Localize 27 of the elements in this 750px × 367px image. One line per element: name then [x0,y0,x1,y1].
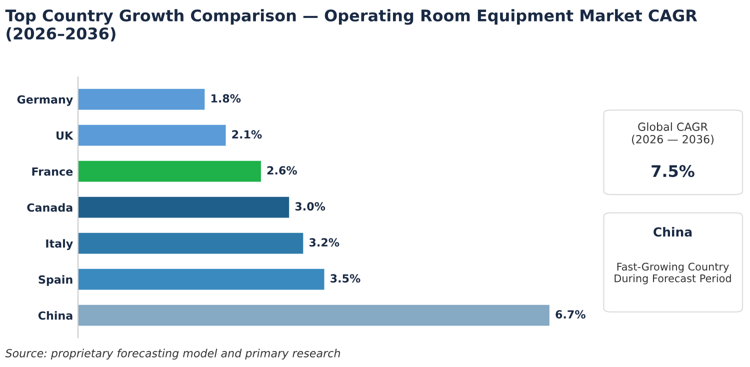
data-label: 3.5% [330,274,360,283]
bar [78,88,205,110]
data-label: 3.0% [295,202,326,211]
y-tick-label: Spain [38,275,72,286]
bar [78,124,226,146]
bar [78,196,290,218]
y-tick-label: China [38,311,72,320]
text: Global CAGR (2026 — 2036) [632,122,714,145]
data-label: 3.2% [309,238,340,247]
bar [78,268,324,290]
data-label: 6.7% [556,310,586,319]
y-tick-label: Italy [46,239,73,250]
text: 7.5% [652,165,694,178]
y-tick-label: UK [56,131,74,140]
data-label: 2.6% [267,166,297,175]
bar [78,160,261,182]
text: Fast-Growing Country During Forecast Period [614,262,731,284]
y-tick-label: Canada [27,203,72,212]
y-tick-label: Germany [17,95,73,106]
data-label: 1.8% [211,94,241,103]
text: China [654,226,692,237]
bar [78,232,304,254]
chart-title: Top Country Growth Comparison — Operating Room Equipment Market CAGR (2026–2036) [5,9,698,42]
source-note: Source: proprietary forecasting model and primary research [5,348,340,360]
data-label: 2.1% [232,130,262,139]
y-tick-label: France [32,167,73,176]
bar [78,304,550,326]
